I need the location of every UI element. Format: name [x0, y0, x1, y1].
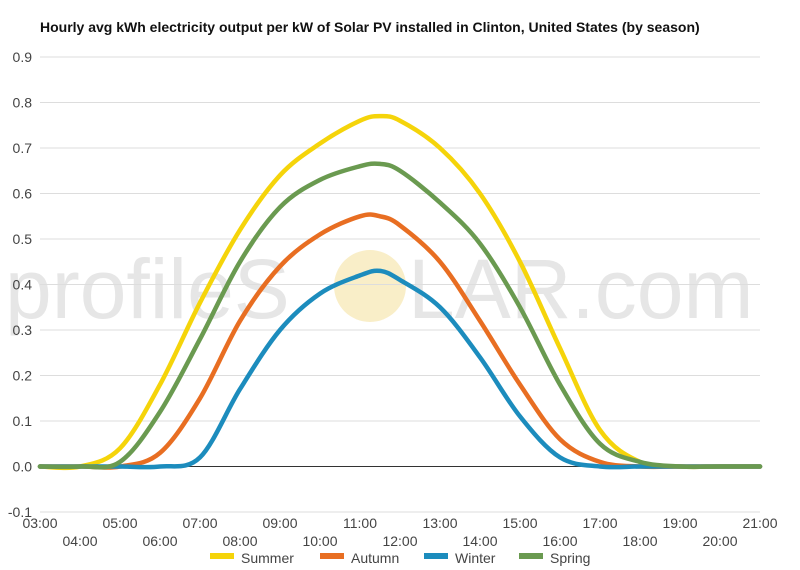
x-tick-label: 03:00	[22, 515, 57, 531]
x-axis-ticks: 03:00 04:00 05:00 06:00 07:00 08:00 09:00 10:00…	[22, 515, 777, 549]
legend-label-winter: Winter	[455, 550, 496, 566]
x-tick-label: 19:00	[662, 515, 697, 531]
x-tick-label: 08:00	[222, 533, 257, 549]
legend-swatch-summer	[210, 553, 234, 559]
y-tick-label: 0.3	[13, 322, 33, 338]
y-tick-label: -0.1	[8, 504, 32, 520]
x-tick-label: 10:00	[302, 533, 337, 549]
watermark-text-right: LAR.com	[408, 242, 753, 336]
legend-label-spring: Spring	[550, 550, 590, 566]
y-axis-ticks: 0.9 0.8 0.7 0.6 0.5 0.4 0.3 0.2 0.1 0.0 -0.1	[8, 49, 32, 520]
legend: Summer Autumn Winter Spring	[210, 550, 590, 566]
legend-swatch-winter	[424, 553, 448, 559]
series-line-spring	[37, 161, 763, 470]
x-tick-label: 11:00	[343, 515, 377, 531]
legend-label-autumn: Autumn	[351, 550, 399, 566]
grid	[40, 56, 760, 513]
y-tick-label: 0.9	[13, 49, 33, 65]
y-tick-label: 0.2	[13, 368, 33, 384]
x-tick-label: 17:00	[582, 515, 617, 531]
y-tick-label: 0.0	[13, 459, 33, 475]
chart-title: Hourly avg kWh electricity output per kW…	[40, 19, 700, 35]
y-tick-label: 0.6	[13, 186, 33, 202]
watermark: profileS LAR.com	[5, 242, 753, 336]
x-tick-label: 09:00	[262, 515, 297, 531]
series-line-winter	[37, 268, 763, 470]
watermark-text-left: profileS	[5, 242, 290, 336]
y-tick-label: 0.8	[13, 95, 33, 111]
x-tick-label: 05:00	[102, 515, 137, 531]
series-line-summer	[37, 113, 763, 471]
legend-label-summer: Summer	[241, 550, 294, 566]
x-tick-label: 04:00	[62, 533, 97, 549]
x-tick-label: 16:00	[542, 533, 577, 549]
x-tick-label: 20:00	[702, 533, 737, 549]
y-tick-label: 0.1	[13, 413, 33, 429]
x-tick-label: 12:00	[382, 533, 417, 549]
x-tick-label: 14:00	[462, 533, 497, 549]
x-tick-label: 07:00	[182, 515, 217, 531]
x-tick-label: 18:00	[622, 533, 657, 549]
x-tick-label: 21:00	[742, 515, 777, 531]
x-tick-label: 06:00	[142, 533, 177, 549]
y-tick-label: 0.5	[13, 231, 33, 247]
y-tick-label: 0.7	[13, 140, 33, 156]
legend-swatch-spring	[519, 553, 543, 559]
x-tick-label: 13:00	[422, 515, 457, 531]
y-tick-label: 0.4	[13, 277, 33, 293]
watermark-sun-icon	[334, 250, 406, 322]
series-lines	[37, 113, 763, 471]
legend-swatch-autumn	[320, 553, 344, 559]
x-tick-label: 15:00	[502, 515, 537, 531]
